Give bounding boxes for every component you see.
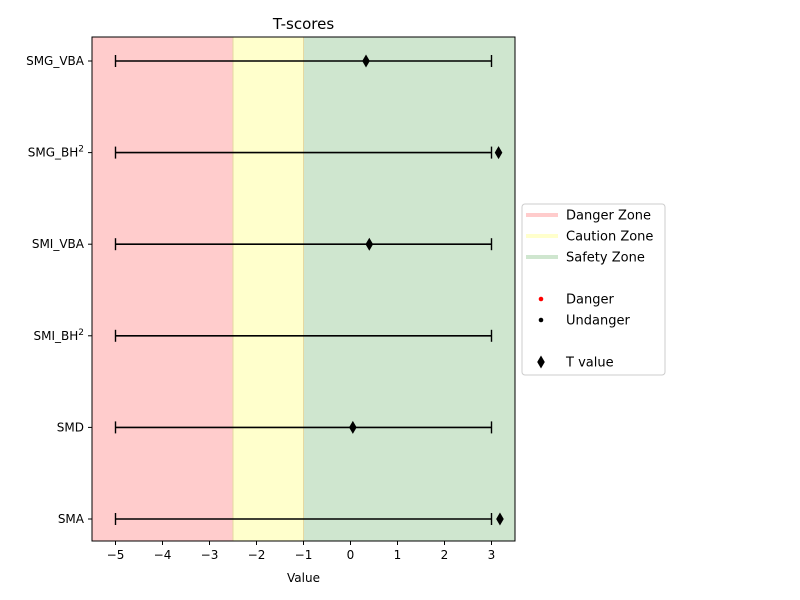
t-value-marker xyxy=(362,54,370,68)
t-value-marker xyxy=(365,237,374,251)
x-tick-label: 1 xyxy=(394,548,402,562)
legend-swatch-diamond xyxy=(537,355,545,369)
legend-label: T value xyxy=(565,356,614,371)
chart-title: T-scores xyxy=(272,15,335,33)
range-bar xyxy=(114,238,493,251)
x-tick-label: −5 xyxy=(107,548,125,562)
legend-entry: Safety Zone xyxy=(526,251,645,266)
x-axis-label: Value xyxy=(287,571,320,585)
x-tick-label: −2 xyxy=(248,548,266,562)
legend-entry: T value xyxy=(537,355,614,371)
legend-swatch-dot xyxy=(538,296,544,302)
ranges-layer xyxy=(114,55,493,525)
y-axis-ticks: SMG_VBA SMG_BH2 SMI_VBA SMI_BH2 SMD SMA xyxy=(26,54,92,526)
x-tick-label: 0 xyxy=(347,548,355,562)
range-bar xyxy=(114,421,493,434)
legend-entry: Danger Zone xyxy=(526,209,651,224)
legend-entry: Undanger xyxy=(538,314,630,329)
legend-label: Safety Zone xyxy=(566,251,645,266)
range-bar xyxy=(114,513,493,525)
y-tick-label: SMD xyxy=(57,420,84,434)
t-value-marker xyxy=(349,420,357,434)
zone-safety-zone xyxy=(303,37,515,541)
y-tick-label: SMI_VBA xyxy=(32,237,85,251)
x-tick-label: 3 xyxy=(488,548,496,562)
legend-label: Danger Zone xyxy=(566,209,651,224)
legend-entry: Danger xyxy=(538,293,614,308)
legend-label: Danger xyxy=(566,293,614,308)
x-tick-label: −1 xyxy=(295,548,313,562)
y-tick-label: SMG_BH2 xyxy=(28,145,84,160)
legend: Danger Zone Caution Zone Safety Zone Danger… xyxy=(521,203,666,376)
t-value-marker xyxy=(494,146,503,160)
range-bar xyxy=(114,55,493,67)
legend-entry: Caution Zone xyxy=(526,230,653,245)
zone-danger-zone xyxy=(92,37,233,541)
x-tick-label: −4 xyxy=(154,548,172,562)
range-bar xyxy=(114,329,493,342)
legend-label: Caution Zone xyxy=(566,230,653,245)
legend-frame xyxy=(521,203,666,376)
legend-label: Undanger xyxy=(566,314,630,329)
t-value-marker xyxy=(496,512,504,526)
zones-layer xyxy=(92,37,515,541)
range-bar xyxy=(114,146,493,159)
y-tick-label: SMI_BH2 xyxy=(34,328,85,343)
zone-caution-zone xyxy=(233,37,304,541)
y-tick-label: SMG_VBA xyxy=(26,54,85,68)
y-tick-label: SMA xyxy=(58,512,85,526)
x-tick-label: −3 xyxy=(201,548,219,562)
x-tick-label: 2 xyxy=(441,548,449,562)
legend-swatch-dot xyxy=(538,317,544,323)
markers-layer xyxy=(349,54,504,526)
x-axis-ticks: −5 −4 −3 −2 −1 0 1 2 3 xyxy=(107,541,496,562)
